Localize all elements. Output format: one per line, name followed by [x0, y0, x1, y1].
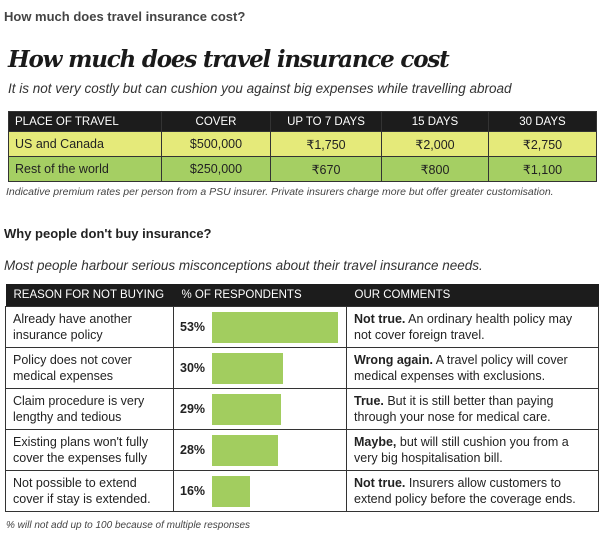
- percent-cell: 30%: [173, 347, 347, 389]
- comment-cell: True. But it is still better than paying…: [346, 388, 599, 430]
- table-row: Not possible to extend cover if stay is …: [5, 470, 599, 512]
- comment-cell: Not true. Insurers allow customers to ex…: [346, 470, 599, 512]
- percent-cell: 28%: [173, 429, 347, 471]
- comment-verdict: Wrong again.: [354, 353, 433, 367]
- percent-bar: [212, 475, 250, 507]
- reasons-footnote: % will not add up to 100 because of mult…: [6, 520, 251, 531]
- percent-label: 16%: [180, 484, 206, 498]
- section-subtitle: Most people harbour serious misconceptio…: [4, 258, 483, 273]
- comment-text: but will still cushion you from a very b…: [354, 435, 569, 465]
- comment-text: Insurers allow customers to extend polic…: [354, 476, 576, 506]
- infographic-title: How much does travel insurance cost: [8, 46, 450, 73]
- cell: ₹1,750: [270, 131, 382, 157]
- section-question-cost: How much does travel insurance cost?: [4, 9, 246, 24]
- percent-cell: 29%: [173, 388, 347, 430]
- cell: ₹670: [270, 156, 382, 182]
- reasons-table: REASON FOR NOT BUYING % OF RESPONDENTS O…: [5, 284, 599, 512]
- reason-cell: Policy does not cover medical expenses: [5, 347, 174, 389]
- comment-verdict: True.: [354, 394, 384, 408]
- comment-verdict: Maybe,: [354, 435, 397, 449]
- reason-cell: Existing plans won't fully cover the exp…: [5, 429, 174, 471]
- header-reason: REASON FOR NOT BUYING: [5, 284, 174, 307]
- premium-table: PLACE OF TRAVEL COVER UP TO 7 DAYS 15 DA…: [8, 111, 597, 182]
- comment-text: An ordinary health policy may not cover …: [354, 312, 573, 342]
- percent-bar: [212, 352, 284, 384]
- header-7-days: UP TO 7 DAYS: [270, 111, 382, 132]
- cell: ₹2,000: [381, 131, 489, 157]
- table-row: US and Canada $500,000 ₹1,750 ₹2,000 ₹2,…: [8, 131, 597, 157]
- comment-text: A travel policy will cover medical expen…: [354, 353, 568, 383]
- table-row: Rest of the world $250,000 ₹670 ₹800 ₹1,…: [8, 156, 597, 182]
- comment-cell: Wrong again. A travel policy will cover …: [346, 347, 599, 389]
- cell: ₹2,750: [488, 131, 597, 157]
- percent-cell: 16%: [173, 470, 347, 512]
- header-place: PLACE OF TRAVEL: [8, 111, 162, 132]
- table-row: Claim procedure is very lengthy and tedi…: [5, 388, 599, 430]
- header-15-days: 15 DAYS: [381, 111, 489, 132]
- percent-bar: [212, 434, 279, 466]
- comment-text: But it is still better than paying throu…: [354, 394, 554, 424]
- table-header-row: REASON FOR NOT BUYING % OF RESPONDENTS O…: [5, 284, 599, 307]
- table-header-row: PLACE OF TRAVEL COVER UP TO 7 DAYS 15 DA…: [8, 111, 597, 132]
- reason-cell: Not possible to extend cover if stay is …: [5, 470, 174, 512]
- cell: US and Canada: [8, 131, 162, 157]
- section-question-why: Why people don't buy insurance?: [4, 226, 212, 241]
- table-row: Policy does not cover medical expenses 30…: [5, 347, 599, 389]
- percent-label: 30%: [180, 361, 206, 375]
- comment-cell: Maybe, but will still cushion you from a…: [346, 429, 599, 471]
- header-comments: OUR COMMENTS: [346, 284, 599, 307]
- comment-verdict: Not true.: [354, 476, 406, 490]
- infographic-subtitle: It is not very costly but can cushion yo…: [8, 81, 512, 96]
- table-row: Existing plans won't fully cover the exp…: [5, 429, 599, 471]
- header-percent: % OF RESPONDENTS: [173, 284, 347, 307]
- header-30-days: 30 DAYS: [488, 111, 597, 132]
- percent-label: 53%: [180, 320, 206, 334]
- reason-cell: Claim procedure is very lengthy and tedi…: [5, 388, 174, 430]
- cell: $250,000: [161, 156, 271, 182]
- percent-bar: [212, 393, 281, 425]
- percent-bar: [212, 311, 338, 343]
- premium-footnote: Indicative premium rates per person from…: [6, 186, 554, 198]
- cell: ₹1,100: [488, 156, 597, 182]
- cell: Rest of the world: [8, 156, 162, 182]
- comment-verdict: Not true.: [354, 312, 406, 326]
- table-row: Already have another insurance policy 53%…: [5, 306, 599, 348]
- comment-cell: Not true. An ordinary health policy may …: [346, 306, 599, 348]
- percent-label: 28%: [180, 443, 206, 457]
- percent-label: 29%: [180, 402, 206, 416]
- reason-cell: Already have another insurance policy: [5, 306, 174, 348]
- percent-cell: 53%: [173, 306, 347, 348]
- cell: $500,000: [161, 131, 271, 157]
- cell: ₹800: [381, 156, 489, 182]
- header-cover: COVER: [161, 111, 271, 132]
